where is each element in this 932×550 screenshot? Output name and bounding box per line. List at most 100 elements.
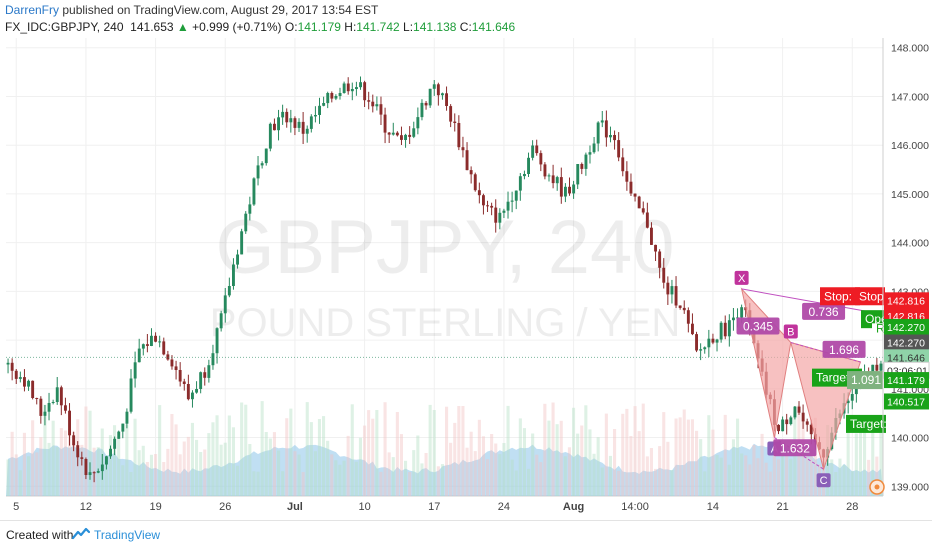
close-label: C: [459,20,472,34]
volume-bar [432,410,436,496]
candle-body [416,117,420,129]
volume-bar [399,434,403,496]
candle-body [801,412,805,422]
candle-body [387,132,391,135]
candle-body [404,134,407,140]
price-axis[interactable]: 139.000140.000141.000142.000143.000144.0… [882,38,929,496]
volume-bar [108,435,112,496]
candle-body [350,89,354,92]
volume-bar [703,471,707,496]
candle-body [617,140,621,158]
candle-body [871,364,875,377]
r-label: R [876,321,885,335]
volume-bar [199,452,203,496]
volume-bar [334,460,338,496]
symbol-line: FX_IDC:GBPJPY, 240 141.653 ▲ +0.999 (+0.… [5,20,515,34]
volume-bar [740,453,744,496]
candle-body [723,322,727,337]
volume-bar [404,460,408,496]
candle-body [686,310,690,324]
time-tick-label: Jul [287,501,303,513]
candle-body [564,186,567,197]
axis-price-text: 142.816 [887,295,925,307]
candle-body [604,120,608,138]
volume-bar [203,449,207,496]
volume-bar [330,454,334,496]
volume-bar [293,451,297,496]
pattern-point-b: B [787,327,794,339]
candle-body [711,338,715,343]
volume-bar [346,435,350,496]
candle-body [457,123,461,148]
candle-body [461,147,465,151]
tradingview-logo-icon[interactable] [72,527,90,541]
candle-body [264,148,268,164]
candle-body [236,254,239,265]
candle-body [158,341,162,343]
volume-area [6,443,883,496]
volume-bar [244,404,248,496]
volume-bar [178,454,182,496]
volume-bar [600,467,604,496]
volume-bar [445,406,449,496]
volume-bar [354,461,358,496]
up-arrow-icon: ▲ [176,20,189,34]
volume-bar [6,459,10,496]
volume-bar [481,436,485,496]
candle-body [199,372,203,389]
volume-bar [662,412,666,496]
price-chart[interactable]: GBPJPY, 240 POUND STERLING / YEN XABC0.3… [0,38,932,515]
candle-body [191,392,194,400]
candle-body [383,114,387,133]
volume-bar [182,441,186,496]
volume-bar [379,471,383,496]
candle-body [277,117,280,131]
volume-bar [748,464,752,496]
volume-bar [424,453,428,496]
volume-bar [477,419,481,496]
candle-body [154,335,157,342]
price-tick-label: 140.000 [891,433,929,445]
corner-controls[interactable] [869,479,885,495]
time-tick-label: Aug [563,501,584,513]
candle-body [363,82,367,101]
candle-body [55,387,59,402]
volume-bar [649,448,653,496]
volume-bar [342,460,346,496]
volume-bar [772,421,776,496]
axis-price-text: 141.646 [887,352,925,364]
ratio-label-box [773,439,817,457]
volume-bar [486,459,490,496]
volume-bar [875,456,879,496]
author-link[interactable]: DarrenFry [5,3,60,17]
symbol-name[interactable]: FX_IDC:GBPJPY, 240 [5,20,124,34]
candle-body [678,305,682,308]
volume-bar [621,413,625,496]
tradingview-brand[interactable]: TradingView [94,528,161,542]
candle-body [695,334,698,351]
volume-bar [145,462,149,496]
candle-body [244,213,248,232]
volume-bar [670,470,674,496]
candle-body [150,335,153,346]
candle-body [125,411,129,424]
candle-body [35,398,39,399]
volume-bar [416,435,420,496]
volume-bar [863,415,867,496]
candle-body [510,200,514,202]
stop-label-box [820,287,860,306]
volume-bar [785,451,789,496]
candle-body [305,128,309,134]
candle-body [207,365,211,378]
time-tick-label: 19 [149,501,161,513]
price-tick-label: 147.000 [891,91,929,103]
candle-body [805,421,809,425]
time-axis[interactable]: 5 12 19 26 Jul 10 17 24 Aug 14:00 14 21 28 [13,501,858,513]
candle-body [47,403,51,412]
candle-body [27,380,30,387]
volume-bar [190,422,194,496]
candle-body [707,338,711,348]
candle-body [424,102,428,106]
